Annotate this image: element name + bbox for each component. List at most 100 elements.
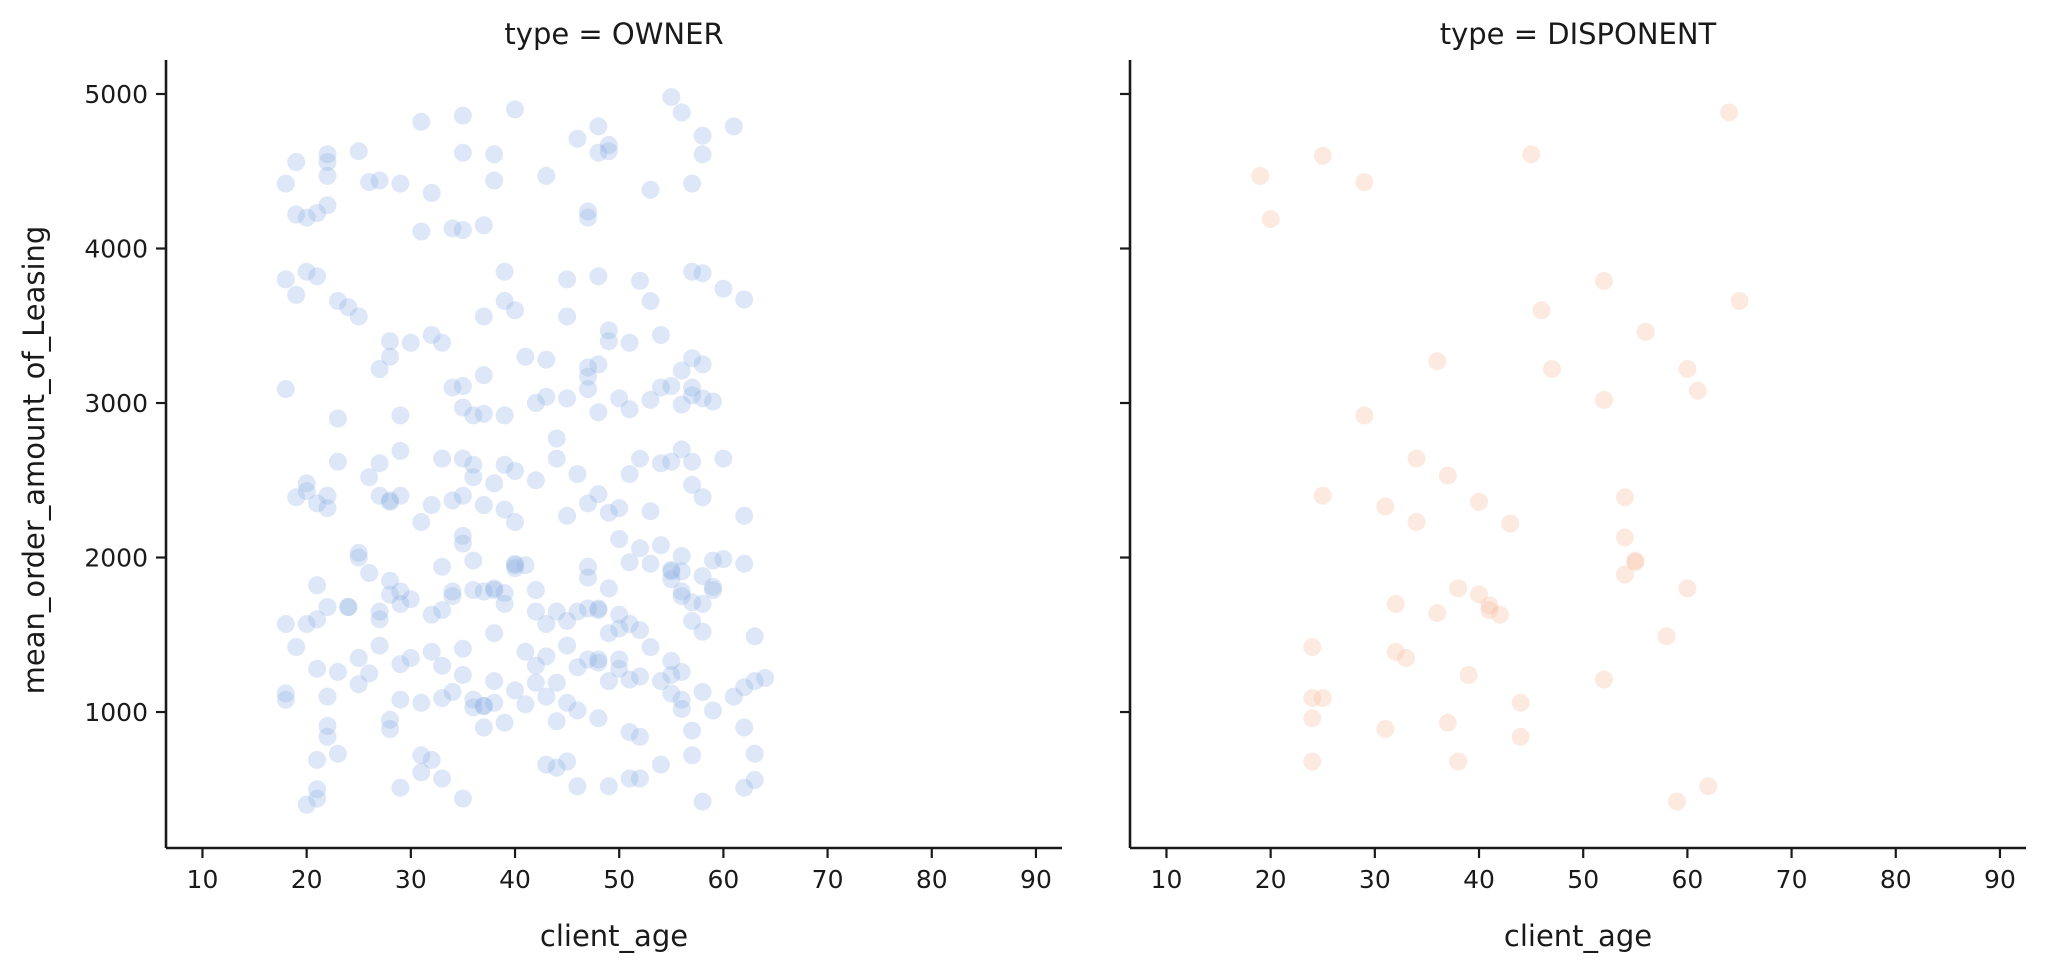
disponent-data-point [1407, 449, 1426, 468]
owner-data-point [433, 449, 452, 468]
y-tick-label: 2000 [84, 544, 148, 573]
owner-data-point [724, 687, 743, 706]
owner-data-point [453, 665, 472, 684]
owner-data-point [724, 117, 743, 136]
owner-x-tick-label: 20 [291, 865, 323, 894]
owner-data-point [526, 581, 545, 599]
owner-data-point [579, 367, 597, 386]
disponent-data-point [1688, 381, 1707, 400]
owner-data-point [308, 576, 327, 595]
owner-data-point [704, 551, 722, 570]
owner-data-point [693, 622, 712, 641]
owner-data-point [328, 409, 347, 428]
disponent-data-point [1615, 565, 1634, 584]
owner-data-point [381, 720, 399, 738]
owner-data-point [683, 611, 702, 630]
owner-x-tick-label: 30 [395, 865, 427, 894]
owner-data-point [443, 378, 462, 397]
owner-data-point [589, 267, 608, 286]
owner-x-tick-label: 90 [1020, 865, 1052, 894]
disponent-data-point [1355, 173, 1374, 192]
owner-data-point [412, 513, 431, 531]
disponent-data-point [1668, 792, 1686, 811]
disponent-data-point [1595, 271, 1613, 290]
owner-data-point [651, 454, 670, 473]
owner-data-point [495, 292, 514, 310]
owner-data-point [453, 526, 472, 545]
owner-data-point [579, 557, 597, 576]
owner-data-point [631, 539, 649, 558]
owner-data-point [318, 598, 337, 616]
owner-data-point [537, 647, 556, 666]
owner-scatter-points [276, 88, 775, 814]
owner-data-point [287, 205, 306, 224]
owner-data-point [745, 744, 764, 763]
owner-data-point [537, 350, 556, 369]
owner-data-point [672, 562, 691, 581]
owner-data-point [589, 355, 608, 374]
disponent-data-point [1699, 777, 1718, 796]
owner-data-point [620, 333, 639, 352]
owner-data-point [412, 222, 431, 241]
owner-x-tick-label: 70 [812, 865, 844, 894]
owner-data-point [516, 556, 535, 575]
owner-data-point [276, 380, 295, 399]
owner-data-point [276, 270, 295, 289]
owner-data-point [506, 462, 524, 480]
owner-data-point [631, 727, 649, 746]
owner-data-point [568, 129, 587, 148]
disponent-axes: 10 20 30 40 50 60 70 80 90 [1120, 60, 2026, 894]
owner-data-point [453, 143, 472, 162]
owner-data-point [589, 601, 608, 620]
owner-data-point [297, 482, 316, 501]
owner-data-point [495, 262, 514, 281]
disponent-data-point [1303, 752, 1322, 771]
owner-data-point [672, 587, 691, 606]
owner-data-point [297, 208, 316, 227]
owner-data-point [704, 577, 722, 596]
owner-data-point [579, 202, 597, 221]
owner-data-point [599, 579, 618, 598]
owner-data-point [547, 602, 566, 621]
disponent-data-point [1303, 709, 1322, 728]
owner-data-point [485, 672, 504, 691]
owner-data-point [276, 615, 295, 633]
disponent-data-point [1251, 166, 1270, 185]
owner-data-point [464, 455, 483, 474]
owner-data-point [620, 769, 639, 788]
owner-data-point [662, 88, 681, 107]
owner-data-point [287, 285, 306, 304]
owner-data-point [704, 581, 722, 599]
owner-data-point [506, 681, 524, 700]
owner-data-point [558, 752, 577, 771]
owner-data-point [495, 713, 514, 732]
owner-data-point [464, 551, 483, 570]
owner-data-point [453, 486, 472, 505]
owner-data-point [662, 560, 681, 579]
disponent-data-point [1459, 665, 1478, 684]
owner-data-point [735, 554, 754, 573]
owner-data-point [610, 650, 629, 669]
owner-data-point [672, 103, 691, 122]
owner-data-point [693, 594, 712, 613]
disponent-data-point [1615, 528, 1634, 547]
owner-data-point [485, 474, 504, 493]
owner-data-point [328, 744, 347, 763]
owner-data-point [401, 590, 420, 609]
owner-data-point [381, 571, 399, 590]
owner-data-point [474, 307, 493, 326]
owner-data-point [318, 716, 337, 735]
owner-x-tick-label: 60 [707, 865, 739, 894]
owner-data-point [672, 395, 691, 414]
owner-data-point [474, 696, 493, 715]
owner-data-point [516, 642, 535, 661]
owner-data-point [308, 789, 327, 808]
disponent-data-point [1407, 513, 1426, 531]
owner-data-point [599, 321, 618, 340]
panel-title-disponent: type = DISPONENT [1440, 17, 1717, 51]
owner-data-point [381, 347, 399, 366]
owner-data-point [672, 547, 691, 565]
disponent-data-point [1480, 596, 1499, 615]
owner-data-point [693, 567, 712, 586]
owner-data-point [620, 400, 639, 419]
